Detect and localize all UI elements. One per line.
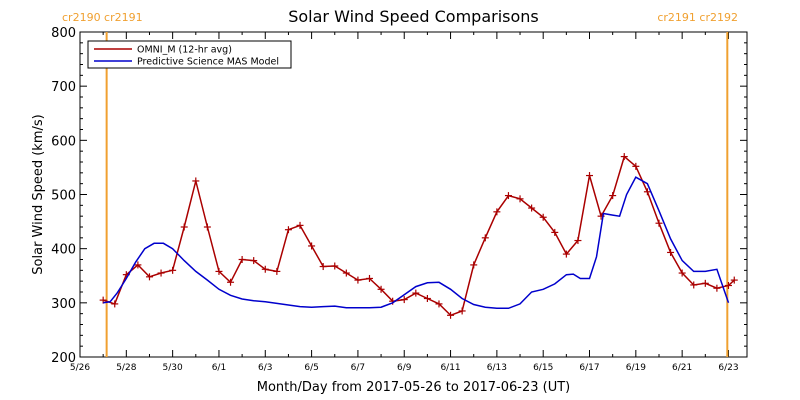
series-1-point <box>227 278 235 286</box>
series-1-point <box>678 269 686 277</box>
series-1-point <box>308 242 316 250</box>
series-line-1 <box>102 155 735 317</box>
series-1-point <box>458 307 466 315</box>
series-1-point <box>319 263 327 271</box>
series-1-point <box>331 262 339 270</box>
x-tick-label: 6/3 <box>258 363 272 373</box>
series-1-point <box>690 281 698 289</box>
series-1-point <box>667 248 675 256</box>
series-1-point <box>713 284 721 292</box>
y-tick-label: 700 <box>51 80 76 95</box>
series-1-point <box>145 273 153 281</box>
series-1-point <box>238 256 246 263</box>
y-tick-label: 200 <box>51 351 76 366</box>
series-line-2 <box>103 176 730 310</box>
carrington-marker-label: cr2190 cr2191 <box>62 11 143 24</box>
series-1-point <box>180 223 188 231</box>
series-1-point <box>192 177 200 185</box>
series-1-point <box>632 162 640 170</box>
series-1-point <box>655 219 663 227</box>
y-tick-label: 300 <box>51 297 76 312</box>
series-1-point <box>447 311 455 319</box>
x-tick-label: 6/21 <box>672 363 692 373</box>
series-1-point <box>342 269 350 277</box>
x-tick-label: 6/15 <box>533 363 553 373</box>
series-1-point <box>609 192 617 200</box>
series-1-point <box>643 188 651 196</box>
series-1-point <box>493 208 501 216</box>
series-1-point <box>574 237 582 245</box>
series-1-point <box>400 296 408 304</box>
x-tick-label: 6/17 <box>579 363 599 373</box>
series-1-point <box>504 192 512 200</box>
series-1-point <box>586 172 594 180</box>
x-tick-label: 5/26 <box>70 363 90 373</box>
series-1-point <box>284 226 292 234</box>
series-1-point <box>365 274 373 282</box>
series-1-point <box>412 289 420 297</box>
series-1-point <box>169 266 177 274</box>
carrington-marker-label: cr2191 cr2192 <box>657 11 738 24</box>
y-tick-label: 400 <box>51 243 76 258</box>
x-tick-label: 6/23 <box>718 363 738 373</box>
series-1-point <box>203 223 211 231</box>
series-1-point <box>730 276 738 284</box>
series-1-point <box>377 285 385 293</box>
y-axis-label: Solar Wind Speed (km/s) <box>31 114 46 274</box>
series-1-point <box>528 204 536 212</box>
x-tick-label: 6/9 <box>397 363 412 373</box>
y-tick-label: 800 <box>51 26 76 41</box>
series-1-point <box>354 276 362 284</box>
series-1-point <box>134 261 142 269</box>
series-1-point <box>724 282 732 289</box>
series-1-point <box>296 221 304 229</box>
series-1-point <box>111 300 119 308</box>
x-tick-label: 6/11 <box>440 363 460 373</box>
legend-box <box>87 40 292 69</box>
legend-label-1: OMNI_M (12-hr avg) <box>137 45 232 56</box>
series-1-point <box>435 300 443 308</box>
legend-label-2: Predictive Science MAS Model <box>137 57 279 68</box>
series-1-point <box>551 228 559 236</box>
x-tick-label: 6/13 <box>487 363 507 373</box>
x-tick-label: 5/28 <box>116 363 136 373</box>
x-axis-label: Month/Day from 2017-05-26 to 2017-06-23 … <box>257 380 570 395</box>
series-1-point <box>261 265 269 273</box>
y-tick-label: 600 <box>51 134 76 149</box>
series-1-point <box>481 234 489 242</box>
series-1-point <box>250 257 258 265</box>
series-1-point <box>470 261 478 269</box>
x-tick-label: 6/5 <box>304 363 318 373</box>
series-1-point <box>423 295 431 302</box>
x-tick-label: 6/7 <box>351 363 365 373</box>
series-1-point <box>273 267 281 275</box>
series-1-point <box>157 269 165 277</box>
series-1-point <box>620 153 628 161</box>
series-1-point <box>215 267 223 275</box>
x-tick-label: 5/30 <box>163 363 183 373</box>
series-1-point <box>539 213 547 221</box>
x-tick-label: 6/1 <box>212 363 226 373</box>
x-tick-label: 6/19 <box>626 363 646 373</box>
series-1-point <box>516 195 524 203</box>
chart-title: Solar Wind Speed Comparisons <box>288 7 539 26</box>
series-1-point <box>562 250 570 258</box>
series-1-point <box>701 279 709 287</box>
chart-root: Solar Wind Speed Comparisons Month/Day f… <box>31 7 748 395</box>
y-tick-label: 500 <box>51 189 76 204</box>
